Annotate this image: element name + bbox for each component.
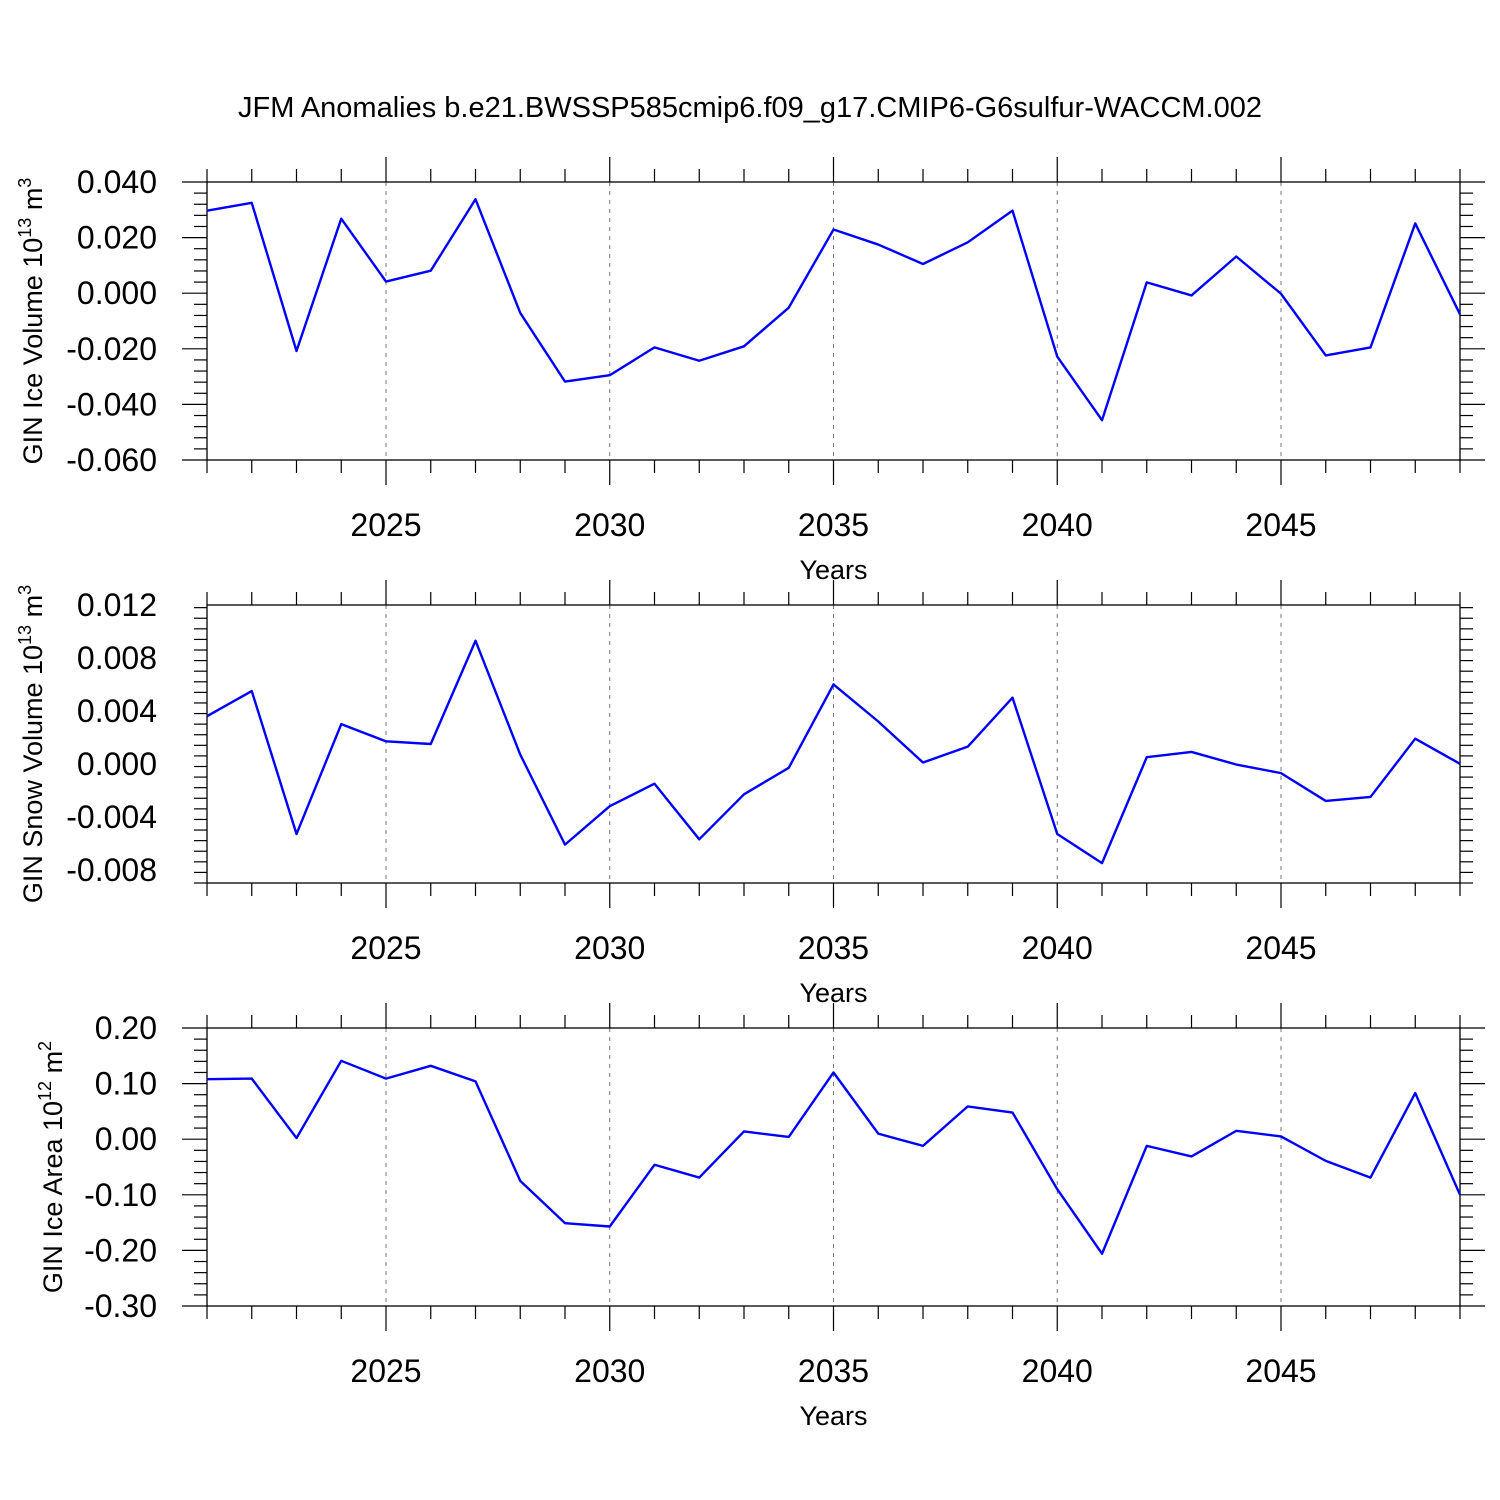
ice-volume-x-tick-label: 2045 [1245, 507, 1316, 543]
ice-area-grid [385, 1028, 1282, 1306]
snow-volume-x-tick-labels: 2025 2030 2035 2040 2045 [350, 930, 1316, 966]
ice-area-x-axis-label: Years [799, 1401, 867, 1431]
ice-area-y-tick-label: -0.30 [84, 1288, 157, 1324]
ice-volume-y-label-unit-exponent: 3 [15, 178, 35, 188]
snow-volume-grid [385, 605, 1282, 883]
snow-volume-x-tick-label: 2045 [1245, 930, 1316, 966]
snow-volume-x-tick-label: 2040 [1022, 930, 1093, 966]
ice-volume-y-tick-label: -0.020 [66, 331, 157, 367]
ice-area-y-tick-label: 0.20 [95, 1010, 157, 1046]
ice-volume-y-tick-labels: -0.060 -0.040 -0.020 0.000 0.020 0.040 [66, 164, 157, 478]
ice-area-x-tick-label: 2040 [1022, 1353, 1093, 1389]
ice-area-y-tick-label: -0.10 [84, 1177, 157, 1213]
ice-area-y-label-exponent: 12 [35, 1081, 55, 1101]
snow-volume-y-tick-labels: -0.008 -0.004 0.000 0.004 0.008 0.012 [66, 587, 157, 888]
snow-volume-ticks [194, 580, 1473, 908]
ice-area-series-line [206, 1059, 1462, 1255]
snow-volume-y-label-main: GIN Snow Volume 10 [18, 645, 48, 903]
ice-area-y-label-unit: m [38, 1051, 68, 1081]
ice-volume-y-axis-label: GIN Ice Volume 1013 m3 [15, 178, 48, 465]
snow-volume-y-label-unit: m [18, 595, 48, 625]
snow-volume-y-tick-label: -0.008 [66, 852, 157, 888]
snow-volume-y-label-unit-exponent: 3 [15, 585, 35, 595]
ice-volume-y-tick-label: -0.060 [66, 442, 157, 478]
ice-volume-plot-frame [206, 181, 1461, 461]
ice-area-y-label-unit-exponent: 2 [35, 1041, 55, 1051]
ice-volume-y-tick-label: 0.040 [77, 164, 157, 200]
ice-area-x-tick-label: 2025 [350, 1353, 421, 1389]
ice-area-x-tick-label: 2030 [574, 1353, 645, 1389]
snow-volume-y-tick-label: -0.004 [66, 799, 157, 835]
snow-volume-plot-frame [206, 604, 1461, 884]
ice-volume-y-label-main: GIN Ice Volume 10 [18, 238, 48, 465]
snow-volume-x-tick-label: 2030 [574, 930, 645, 966]
ice-volume-x-tick-label: 2040 [1022, 507, 1093, 543]
snow-volume-y-tick-label: 0.004 [77, 693, 157, 729]
ice-volume-x-tick-label: 2035 [798, 507, 869, 543]
ice-area-ticks [182, 1003, 1485, 1331]
ice-volume-x-tick-label: 2030 [574, 507, 645, 543]
ice-volume-series-line [206, 198, 1462, 422]
ice-volume-y-label-unit: m [18, 188, 48, 218]
snow-volume-y-tick-label: 0.000 [77, 746, 157, 782]
ice-volume-ticks [182, 157, 1485, 485]
figure-title: JFM Anomalies b.e21.BWSSP585cmip6.f09_g1… [237, 92, 1262, 124]
ice-volume-x-tick-label: 2025 [350, 507, 421, 543]
ice-area-panel: -0.30 -0.20 -0.10 0.00 0.10 0.20 2025 2030 2035… [35, 1003, 1485, 1431]
ice-area-x-tick-label: 2045 [1245, 1353, 1316, 1389]
snow-volume-y-label-exponent: 13 [15, 625, 35, 645]
snow-volume-y-tick-label: 0.012 [77, 587, 157, 623]
ice-area-y-tick-label: -0.20 [84, 1232, 157, 1268]
ice-volume-grid [385, 182, 1282, 460]
ice-area-plot-frame [206, 1027, 1461, 1307]
ice-volume-y-tick-label: 0.020 [77, 220, 157, 256]
ice-area-y-tick-labels: -0.30 -0.20 -0.10 0.00 0.10 0.20 [84, 1010, 157, 1324]
snow-volume-series-line [206, 639, 1461, 865]
ice-area-y-tick-label: 0.00 [95, 1121, 157, 1157]
snow-volume-y-tick-label: 0.008 [77, 640, 157, 676]
ice-volume-y-label-exponent: 13 [15, 218, 35, 238]
ice-area-x-tick-labels: 2025 2030 2035 2040 2045 [350, 1353, 1316, 1389]
snow-volume-x-tick-label: 2035 [798, 930, 869, 966]
ice-volume-x-tick-labels: 2025 2030 2035 2040 2045 [350, 507, 1316, 543]
ice-area-x-tick-label: 2035 [798, 1353, 869, 1389]
ice-area-y-axis-label: GIN Ice Area 1012 m2 [35, 1041, 68, 1293]
ice-volume-y-tick-label: 0.000 [77, 275, 157, 311]
snow-volume-y-axis-label: GIN Snow Volume 1013 m3 [15, 585, 48, 903]
ice-volume-y-tick-label: -0.040 [66, 386, 157, 422]
snow-volume-panel: -0.008 -0.004 0.000 0.004 0.008 0.012 2025 203… [15, 580, 1473, 1008]
snow-volume-x-tick-label: 2025 [350, 930, 421, 966]
ice-area-y-tick-label: 0.10 [95, 1066, 157, 1102]
ice-area-y-label-main: GIN Ice Area 10 [38, 1101, 68, 1293]
